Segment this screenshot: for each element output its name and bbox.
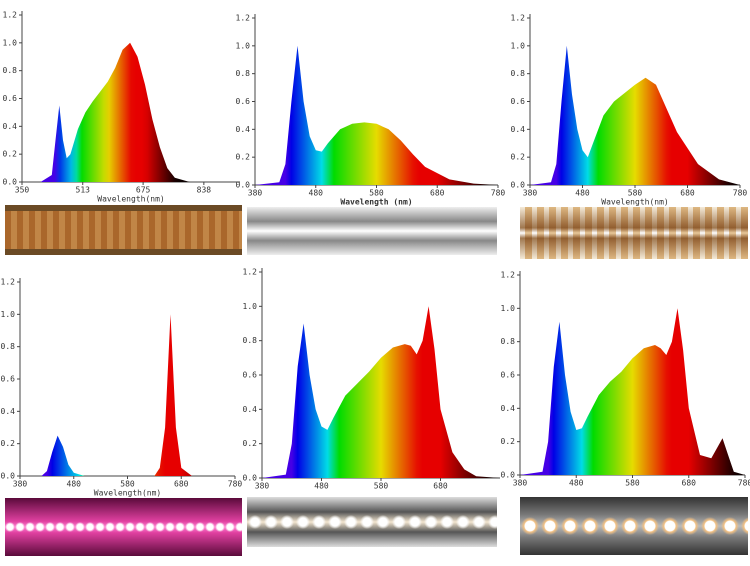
y-tick-label: 1.2: [243, 268, 258, 277]
y-tick-label: 0.4: [511, 125, 526, 134]
x-tick-label: 680: [682, 479, 697, 488]
spectrum-area: [20, 314, 235, 476]
y-tick-label: 0.2: [1, 439, 16, 448]
y-tick-label: 0.8: [3, 66, 18, 75]
y-tick-label: 0.6: [1, 375, 16, 384]
x-axis-label: Wavelength (nm): [340, 198, 412, 207]
spectrum-area: [530, 45, 740, 185]
x-tick-label: 480: [314, 482, 329, 491]
led-strip-photo: [5, 205, 242, 255]
led-strip-photo: [520, 207, 748, 259]
y-tick-label: 0.8: [236, 69, 251, 78]
y-tick-label: 0.4: [236, 125, 251, 134]
spectrum-area: [22, 42, 227, 182]
y-tick-label: 0.6: [501, 371, 516, 380]
y-tick-label: 0.0: [1, 472, 16, 481]
y-tick-label: 0.4: [243, 405, 258, 414]
y-tick-label: 1.0: [243, 302, 258, 311]
x-tick-label: 480: [67, 480, 82, 489]
x-axis-label: Wavelength(nm): [601, 198, 668, 207]
y-tick-label: 1.0: [511, 41, 526, 50]
y-tick-label: 0.2: [3, 150, 18, 159]
y-tick-label: 0.8: [511, 69, 526, 78]
y-tick-label: 0.0: [501, 471, 516, 480]
y-tick-label: 0.8: [501, 337, 516, 346]
y-tick-label: 0.0: [236, 181, 251, 190]
x-tick-label: 580: [369, 189, 384, 198]
y-tick-label: 1.2: [511, 14, 526, 23]
y-tick-label: 1.0: [1, 310, 16, 319]
x-tick-label: 480: [569, 479, 584, 488]
spectrum-area: [255, 45, 498, 185]
x-tick-label: 380: [248, 189, 263, 198]
led-strip-photo: [247, 207, 497, 255]
x-tick-label: 480: [575, 189, 590, 198]
y-tick-label: 1.2: [1, 278, 16, 287]
x-axis-label: Wavelength(nm): [94, 489, 161, 498]
y-tick-label: 0.6: [236, 97, 251, 106]
y-tick-label: 0.8: [1, 342, 16, 351]
x-tick-label: 680: [433, 482, 448, 491]
y-tick-label: 0.4: [3, 122, 18, 131]
y-tick-label: 0.2: [236, 153, 251, 162]
x-tick-label: 380: [513, 479, 528, 488]
y-tick-label: 1.2: [501, 271, 516, 280]
x-tick-label: 675: [136, 186, 151, 195]
y-tick-label: 0.0: [243, 474, 258, 483]
x-tick-label: 680: [174, 480, 189, 489]
y-tick-label: 1.2: [236, 14, 251, 23]
x-tick-label: 580: [120, 480, 135, 489]
x-tick-label: 580: [374, 482, 389, 491]
y-tick-label: 0.6: [3, 94, 18, 103]
y-tick-label: 0.6: [511, 97, 526, 106]
x-tick-label: 780: [228, 480, 243, 489]
y-tick-label: 0.8: [243, 336, 258, 345]
x-tick-label: 480: [309, 189, 324, 198]
spectrum-area: [520, 308, 745, 475]
x-tick-label: 680: [430, 189, 445, 198]
x-tick-label: 780: [738, 479, 750, 488]
led-strip-photo: [520, 497, 748, 555]
y-tick-label: 0.0: [511, 181, 526, 190]
x-tick-label: 580: [625, 479, 640, 488]
led-strip-photo: [5, 498, 242, 556]
y-tick-label: 0.4: [1, 407, 16, 416]
y-tick-label: 0.2: [501, 437, 516, 446]
x-tick-label: 780: [733, 189, 748, 198]
y-tick-label: 1.0: [236, 41, 251, 50]
y-tick-label: 0.6: [243, 371, 258, 380]
y-tick-label: 0.0: [3, 178, 18, 187]
x-tick-label: 350: [15, 186, 30, 195]
x-tick-label: 580: [628, 189, 643, 198]
y-tick-label: 1.0: [3, 38, 18, 47]
x-axis-label: Wavelength(nm): [97, 195, 164, 204]
y-tick-label: 0.2: [511, 153, 526, 162]
y-tick-label: 0.2: [243, 439, 258, 448]
led-strip-photo: [247, 497, 497, 547]
y-tick-label: 1.2: [3, 11, 18, 20]
x-tick-label: 780: [491, 189, 506, 198]
y-tick-label: 0.4: [501, 404, 516, 413]
y-tick-label: 1.0: [501, 304, 516, 313]
x-tick-label: 380: [255, 482, 270, 491]
spectrum-area: [262, 306, 500, 478]
x-tick-label: 838: [197, 186, 212, 195]
x-tick-label: 513: [76, 186, 91, 195]
x-tick-label: 380: [13, 480, 28, 489]
x-tick-label: 680: [680, 189, 695, 198]
x-tick-label: 380: [523, 189, 538, 198]
